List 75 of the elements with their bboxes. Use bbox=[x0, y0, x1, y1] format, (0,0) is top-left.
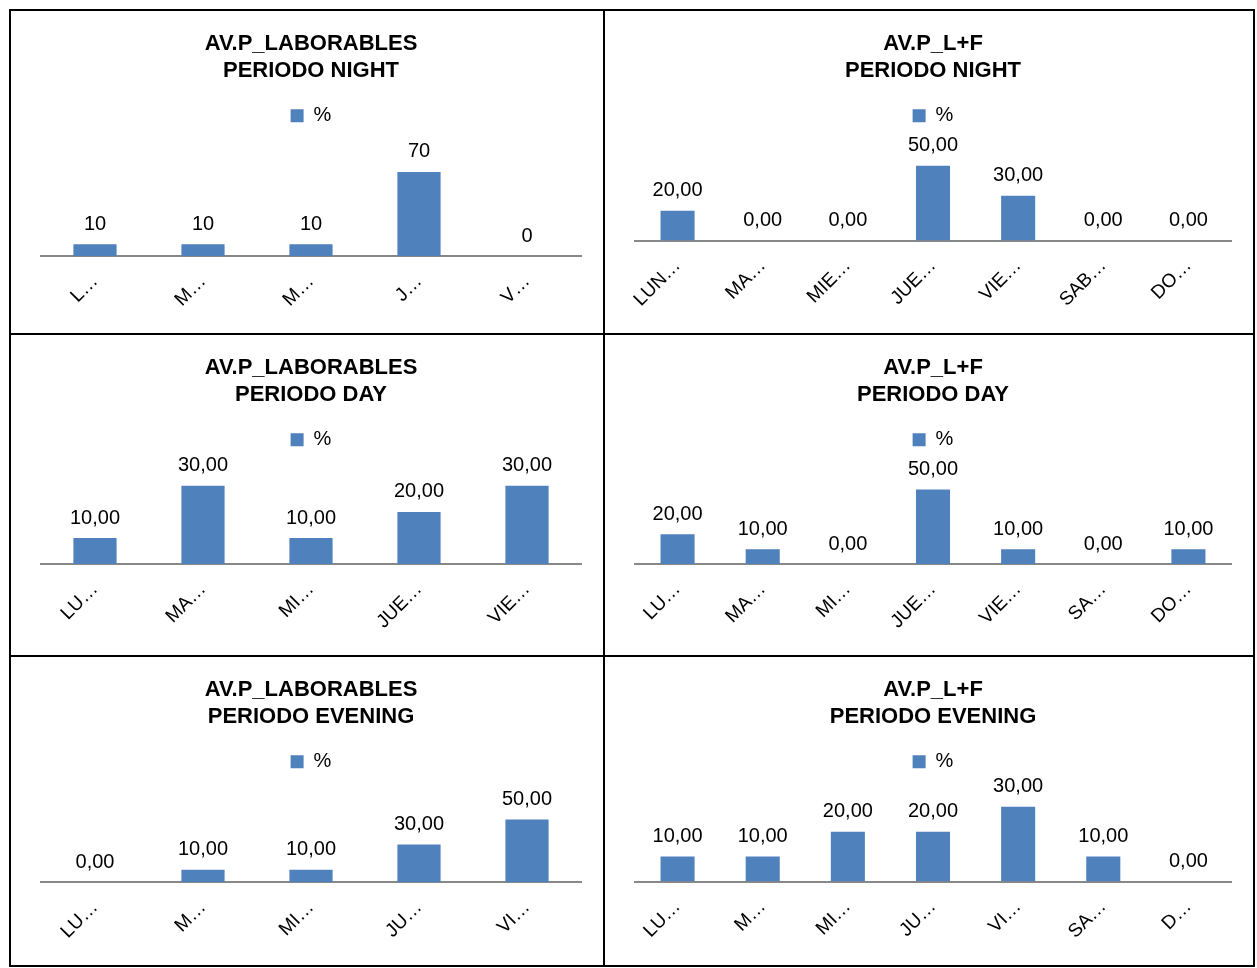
x-tick-label: L… bbox=[65, 269, 102, 306]
data-label: 0,00 bbox=[743, 208, 783, 231]
data-label: 0,00 bbox=[1168, 208, 1208, 231]
data-label: 30,00 bbox=[177, 453, 229, 476]
data-label: 20,00 bbox=[652, 501, 703, 524]
x-tick-label: MI… bbox=[811, 577, 855, 622]
data-label: 10,00 bbox=[285, 505, 337, 528]
x-tick-label: LU… bbox=[56, 577, 102, 624]
data-label: 30,00 bbox=[993, 774, 1044, 797]
x-tick-label: VI… bbox=[492, 896, 534, 937]
data-label: 30,00 bbox=[393, 812, 445, 835]
x-tick-label: M… bbox=[170, 269, 210, 310]
x-tick-label: VI… bbox=[983, 895, 1025, 937]
data-label: 10,00 bbox=[177, 837, 229, 860]
data-label: 10 bbox=[299, 211, 323, 234]
x-tick-label: VIE… bbox=[483, 577, 534, 628]
x-tick-label: JU… bbox=[380, 896, 426, 941]
legend-label: % bbox=[935, 103, 954, 126]
chart-title: AV.P_LABORABLES PERIODO EVENING bbox=[204, 676, 418, 728]
legend-label: % bbox=[313, 103, 332, 126]
x-tick-label: MA… bbox=[720, 254, 770, 303]
data-label: 0,00 bbox=[828, 208, 868, 231]
data-label: 10 bbox=[83, 211, 107, 234]
data-label: 30,00 bbox=[501, 453, 553, 476]
x-tick-label: M… bbox=[170, 896, 210, 936]
chart-title: AV.P_L+F PERIODO EVENING bbox=[829, 676, 1037, 728]
data-label: 0,00 bbox=[1168, 849, 1208, 872]
data-label: 10,00 bbox=[737, 516, 788, 539]
data-label: 20,00 bbox=[652, 178, 703, 201]
x-tick-label: J… bbox=[390, 269, 426, 305]
legend-label: % bbox=[935, 749, 954, 772]
data-label: 50,00 bbox=[501, 786, 553, 809]
data-label: 20,00 bbox=[393, 479, 445, 502]
data-label: 0,00 bbox=[75, 849, 115, 872]
data-label: 0,00 bbox=[828, 531, 868, 554]
data-label: 10,00 bbox=[1078, 824, 1129, 847]
data-label: 10,00 bbox=[285, 837, 337, 860]
x-tick-label: LU… bbox=[638, 577, 685, 624]
data-label: 70 bbox=[407, 139, 431, 162]
x-tick-label: DO… bbox=[1146, 254, 1195, 303]
data-label: 50,00 bbox=[907, 457, 959, 480]
data-label: 20,00 bbox=[907, 799, 959, 822]
chart-title: AV.P_LABORABLES PERIODO DAY bbox=[204, 354, 418, 406]
x-tick-label: D… bbox=[1156, 895, 1195, 934]
x-tick-label: MI… bbox=[274, 896, 318, 940]
x-tick-label: VIE… bbox=[974, 577, 1025, 628]
x-tick-label: MI… bbox=[811, 895, 855, 939]
data-label: 0 bbox=[521, 223, 533, 246]
data-label: 10,00 bbox=[993, 516, 1044, 539]
chart-title: AV.P_L+F PERIODO DAY bbox=[856, 354, 1010, 406]
x-tick-label: M… bbox=[278, 269, 318, 310]
x-tick-label: LU… bbox=[638, 895, 685, 941]
data-label: 50,00 bbox=[907, 133, 959, 156]
data-label: 10 bbox=[191, 211, 215, 234]
x-tick-label: V… bbox=[496, 269, 534, 308]
legend-label: % bbox=[313, 427, 332, 450]
data-label: 0,00 bbox=[1083, 531, 1123, 554]
data-label: 10,00 bbox=[69, 505, 121, 528]
x-tick-label: SA… bbox=[1063, 895, 1110, 942]
data-label: 10,00 bbox=[652, 824, 703, 847]
chart-title: AV.P_LABORABLES PERIODO NIGHT bbox=[204, 30, 418, 82]
data-label: 20,00 bbox=[822, 799, 873, 822]
data-label: 30,00 bbox=[993, 163, 1044, 186]
data-label: 0,00 bbox=[1083, 208, 1123, 231]
data-label: 10,00 bbox=[1163, 516, 1214, 539]
x-tick-label: JU… bbox=[894, 895, 940, 940]
x-tick-label: LU… bbox=[56, 896, 102, 942]
x-tick-label: MI… bbox=[274, 577, 318, 622]
x-tick-label: VIE… bbox=[974, 254, 1025, 305]
legend-label: % bbox=[313, 749, 332, 772]
chart-title: AV.P_L+F PERIODO NIGHT bbox=[844, 30, 1022, 82]
x-tick-label: M… bbox=[729, 895, 770, 935]
x-tick-label: SA… bbox=[1063, 577, 1110, 625]
data-label: 10,00 bbox=[737, 824, 788, 847]
legend-label: % bbox=[935, 427, 954, 450]
